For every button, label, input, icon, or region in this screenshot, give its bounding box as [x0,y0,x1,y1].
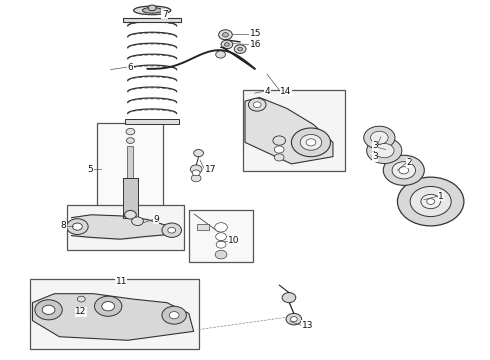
Bar [189,211,253,262]
Bar [127,146,133,178]
Circle shape [126,138,134,143]
Circle shape [67,219,88,234]
Circle shape [191,175,201,182]
Text: 8: 8 [60,221,66,230]
Circle shape [73,223,82,230]
Circle shape [306,139,316,146]
Bar [243,90,345,171]
Circle shape [234,45,246,53]
Bar [122,178,138,218]
Circle shape [222,33,228,37]
Text: 14: 14 [280,86,292,95]
Circle shape [169,312,179,319]
Circle shape [364,126,395,149]
Circle shape [248,98,266,111]
Circle shape [35,300,62,320]
Ellipse shape [143,8,162,13]
Circle shape [194,149,203,157]
Circle shape [224,42,229,46]
Circle shape [282,293,296,303]
Circle shape [216,51,225,58]
Text: 13: 13 [302,321,313,330]
Text: 17: 17 [205,166,217,175]
Text: 3: 3 [372,152,378,161]
Text: 5: 5 [88,165,94,174]
Circle shape [392,162,416,179]
Polygon shape [245,98,333,164]
Circle shape [102,302,115,311]
Text: 9: 9 [153,215,159,224]
Bar [30,279,198,349]
Text: 12: 12 [75,307,87,316]
Text: 2: 2 [406,158,412,167]
Circle shape [162,223,181,237]
Circle shape [219,30,232,40]
Bar [67,205,184,250]
Bar [196,224,209,230]
Circle shape [42,305,55,315]
Circle shape [399,167,409,174]
Circle shape [421,194,441,209]
Text: 4: 4 [265,86,270,95]
Circle shape [215,250,227,259]
Circle shape [221,40,233,49]
Circle shape [374,143,394,158]
Circle shape [216,233,226,240]
Bar [98,123,163,225]
Circle shape [274,146,284,153]
Circle shape [274,154,284,161]
Text: 6: 6 [128,63,133,72]
Circle shape [190,165,202,174]
Circle shape [126,129,135,135]
Circle shape [124,211,136,219]
Circle shape [367,138,402,163]
Ellipse shape [134,6,171,15]
Circle shape [427,199,435,204]
Bar [125,119,179,124]
Text: 3: 3 [372,141,378,150]
Circle shape [397,177,464,226]
Circle shape [273,136,286,145]
Bar [123,18,181,22]
Circle shape [370,131,388,144]
Circle shape [238,47,243,51]
Circle shape [162,306,186,324]
Circle shape [300,134,322,150]
Circle shape [168,227,175,233]
Circle shape [77,296,85,302]
Circle shape [410,186,451,217]
Circle shape [132,217,144,226]
Circle shape [383,155,424,185]
Text: 7: 7 [162,10,168,19]
Circle shape [253,102,261,108]
Text: 10: 10 [228,237,240,246]
Circle shape [215,223,227,232]
Circle shape [216,241,226,248]
Polygon shape [32,294,194,340]
Text: 15: 15 [250,29,261,38]
Text: 11: 11 [116,276,127,285]
Circle shape [95,296,122,316]
Circle shape [286,314,302,325]
Circle shape [148,5,156,11]
Text: 1: 1 [438,192,444,201]
Circle shape [192,170,200,176]
Circle shape [292,128,331,157]
Circle shape [291,317,297,321]
Text: 16: 16 [250,40,261,49]
